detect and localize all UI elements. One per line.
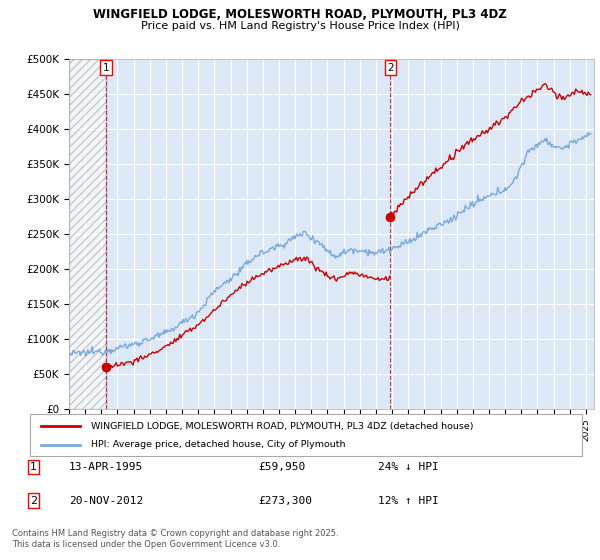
Text: 24% ↓ HPI: 24% ↓ HPI: [378, 462, 439, 472]
Text: £273,300: £273,300: [258, 496, 312, 506]
Text: HPI: Average price, detached house, City of Plymouth: HPI: Average price, detached house, City…: [91, 440, 345, 449]
Text: £59,950: £59,950: [258, 462, 305, 472]
Text: 2: 2: [387, 63, 394, 73]
Text: 1: 1: [103, 63, 109, 73]
Bar: [69, 59, 106, 409]
Text: 2: 2: [30, 496, 37, 506]
Text: 1: 1: [30, 462, 37, 472]
Text: 13-APR-1995: 13-APR-1995: [69, 462, 143, 472]
Text: Contains HM Land Registry data © Crown copyright and database right 2025.
This d: Contains HM Land Registry data © Crown c…: [12, 529, 338, 549]
Text: WINGFIELD LODGE, MOLESWORTH ROAD, PLYMOUTH, PL3 4DZ (detached house): WINGFIELD LODGE, MOLESWORTH ROAD, PLYMOU…: [91, 422, 473, 431]
Text: WINGFIELD LODGE, MOLESWORTH ROAD, PLYMOUTH, PL3 4DZ: WINGFIELD LODGE, MOLESWORTH ROAD, PLYMOU…: [93, 8, 507, 21]
Text: 12% ↑ HPI: 12% ↑ HPI: [378, 496, 439, 506]
FancyBboxPatch shape: [30, 414, 582, 456]
Text: Price paid vs. HM Land Registry's House Price Index (HPI): Price paid vs. HM Land Registry's House …: [140, 21, 460, 31]
Text: 20-NOV-2012: 20-NOV-2012: [69, 496, 143, 506]
